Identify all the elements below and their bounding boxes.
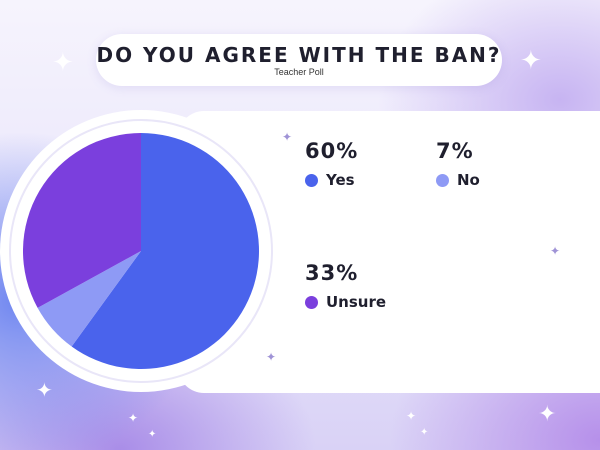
legend-percent-unsure: 33% xyxy=(305,261,359,285)
pie-inner-ring xyxy=(9,119,273,383)
title-banner: DO YOU AGREE WITH THE BAN? Teacher Poll xyxy=(96,34,502,86)
sparkle-icon: ✦ xyxy=(128,411,139,425)
sparkle-icon: ✦ xyxy=(420,427,429,438)
legend-swatch-yes xyxy=(305,173,318,187)
sparkle-icon: ✦ xyxy=(148,429,157,440)
legend-label-unsure: Unsure xyxy=(326,293,387,311)
pie-slice-no xyxy=(37,251,141,347)
sparkle-icon: ✦ xyxy=(282,130,293,144)
legend-label-yes: Yes xyxy=(326,171,355,189)
chart-subtitle: Teacher Poll xyxy=(274,67,324,77)
sparkle-icon: ✦ xyxy=(406,409,417,423)
sparkle-icon: ✦ xyxy=(266,350,277,364)
pie-slice-yes xyxy=(71,133,259,369)
pie-slice-unsure xyxy=(22,133,141,308)
legend-percent-no: 7% xyxy=(436,139,474,163)
legend-label-no: No xyxy=(457,171,480,189)
sparkle-icon: ✦ xyxy=(538,402,557,427)
legend-swatch-unsure xyxy=(305,295,318,309)
legend-item-yes: 60% Yes xyxy=(305,139,358,189)
legend-item-no: 7% No xyxy=(436,139,480,189)
chart-title: DO YOU AGREE WITH THE BAN? xyxy=(96,43,502,67)
legend-item-unsure: 33% Unsure xyxy=(305,261,386,311)
sparkle-icon: ✦ xyxy=(36,378,53,402)
pie-chart xyxy=(0,110,282,392)
pie-chart-svg xyxy=(0,110,282,392)
sparkle-icon: ✦ xyxy=(520,46,542,76)
legend-percent-yes: 60% xyxy=(305,139,359,163)
legend-swatch-no xyxy=(436,173,449,187)
sparkle-icon: ✦ xyxy=(550,244,561,258)
sparkle-icon: ✦ xyxy=(52,48,74,78)
